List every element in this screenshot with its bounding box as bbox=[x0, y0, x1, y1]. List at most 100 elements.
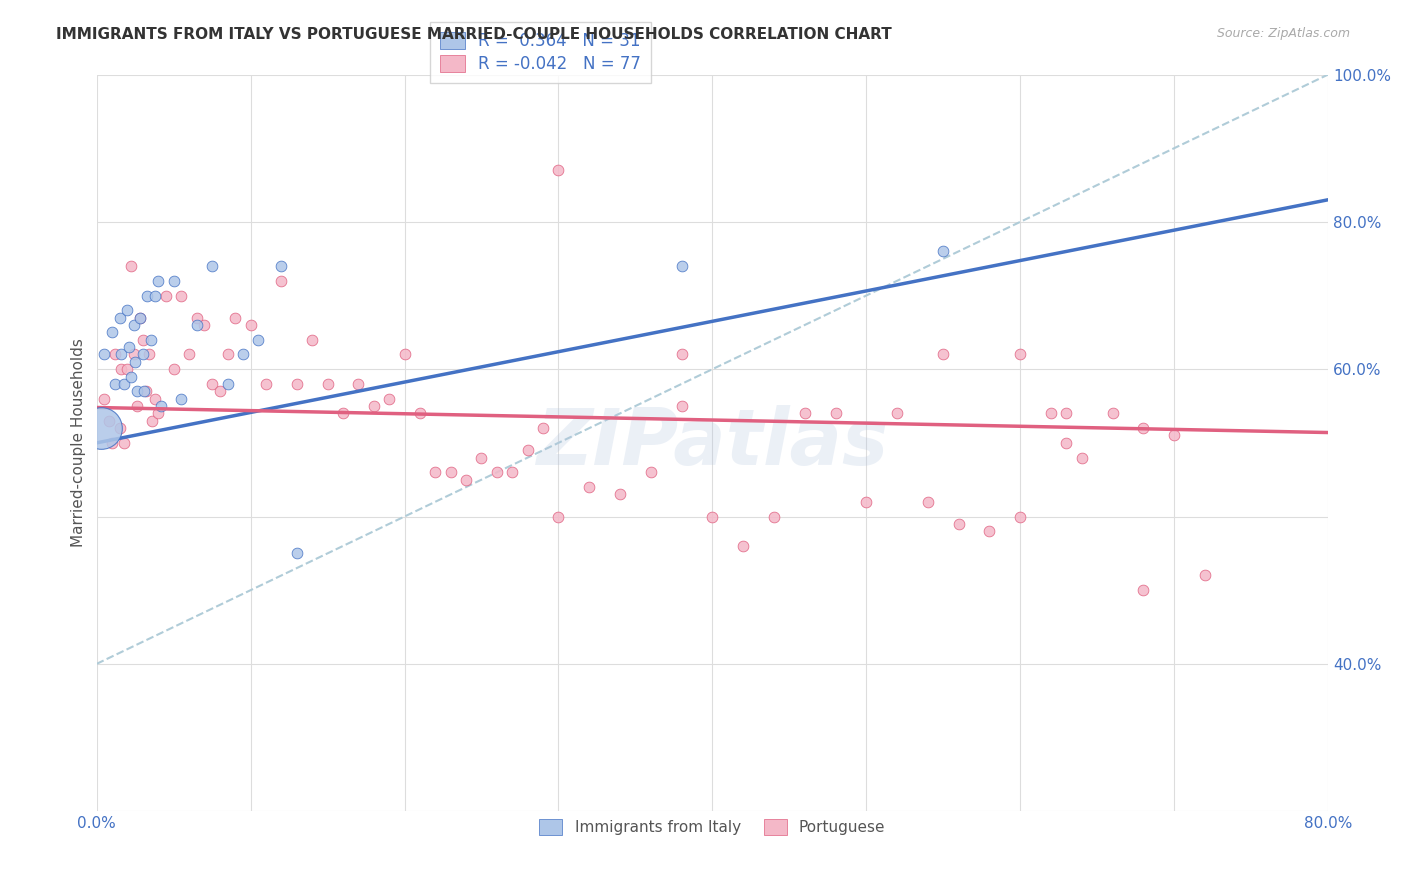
Y-axis label: Married-couple Households: Married-couple Households bbox=[72, 338, 86, 548]
Point bbox=[285, 546, 308, 560]
Point bbox=[217, 376, 239, 391]
Point bbox=[1070, 450, 1092, 465]
Point bbox=[485, 466, 508, 480]
Point bbox=[932, 347, 955, 361]
Legend: Immigrants from Italy, Portuguese: Immigrants from Italy, Portuguese bbox=[530, 810, 894, 844]
Point bbox=[1132, 421, 1154, 435]
Point bbox=[547, 509, 569, 524]
Point bbox=[886, 406, 908, 420]
Point bbox=[285, 376, 308, 391]
Point bbox=[470, 450, 492, 465]
Point bbox=[125, 399, 148, 413]
Point bbox=[90, 421, 112, 435]
Point bbox=[363, 399, 385, 413]
Point bbox=[110, 347, 132, 361]
Point bbox=[122, 318, 145, 332]
Point bbox=[609, 487, 631, 501]
Point bbox=[979, 524, 1001, 539]
Point bbox=[201, 259, 224, 273]
Point bbox=[108, 421, 131, 435]
Point bbox=[101, 326, 124, 340]
Point bbox=[440, 466, 463, 480]
Point bbox=[108, 310, 131, 325]
Point bbox=[98, 414, 121, 428]
Point bbox=[332, 406, 354, 420]
Point bbox=[170, 392, 193, 406]
Point bbox=[932, 244, 955, 259]
Text: IMMIGRANTS FROM ITALY VS PORTUGUESE MARRIED-COUPLE HOUSEHOLDS CORRELATION CHART: IMMIGRANTS FROM ITALY VS PORTUGUESE MARR… bbox=[56, 27, 891, 42]
Point bbox=[93, 392, 115, 406]
Point bbox=[239, 318, 262, 332]
Point bbox=[143, 392, 166, 406]
Point bbox=[193, 318, 215, 332]
Point bbox=[501, 466, 523, 480]
Point bbox=[101, 435, 124, 450]
Point bbox=[671, 399, 693, 413]
Point bbox=[155, 288, 177, 302]
Point bbox=[148, 406, 170, 420]
Point bbox=[1054, 406, 1077, 420]
Point bbox=[93, 347, 115, 361]
Point bbox=[112, 376, 135, 391]
Point bbox=[162, 274, 184, 288]
Point bbox=[394, 347, 416, 361]
Point bbox=[170, 288, 193, 302]
Point bbox=[270, 274, 292, 288]
Point bbox=[855, 495, 877, 509]
Point bbox=[1010, 509, 1032, 524]
Point bbox=[139, 333, 162, 347]
Point bbox=[547, 163, 569, 178]
Point bbox=[917, 495, 939, 509]
Point bbox=[148, 274, 170, 288]
Point bbox=[110, 362, 132, 376]
Point bbox=[640, 466, 662, 480]
Point bbox=[793, 406, 815, 420]
Point bbox=[125, 384, 148, 399]
Point bbox=[104, 376, 127, 391]
Point bbox=[134, 384, 156, 399]
Point bbox=[578, 480, 600, 494]
Point bbox=[1054, 435, 1077, 450]
Point bbox=[201, 376, 224, 391]
Text: ZIPatlas: ZIPatlas bbox=[536, 405, 889, 481]
Point bbox=[531, 421, 554, 435]
Point bbox=[671, 347, 693, 361]
Point bbox=[117, 362, 139, 376]
Point bbox=[1132, 583, 1154, 598]
Point bbox=[1194, 568, 1216, 582]
Point bbox=[132, 347, 155, 361]
Point bbox=[135, 384, 157, 399]
Point bbox=[232, 347, 254, 361]
Point bbox=[118, 340, 141, 354]
Point bbox=[1101, 406, 1123, 420]
Point bbox=[132, 333, 155, 347]
Point bbox=[1040, 406, 1063, 420]
Point bbox=[824, 406, 846, 420]
Point bbox=[112, 435, 135, 450]
Point bbox=[162, 362, 184, 376]
Point bbox=[186, 310, 208, 325]
Point bbox=[117, 303, 139, 318]
Point bbox=[948, 516, 970, 531]
Point bbox=[136, 288, 159, 302]
Point bbox=[177, 347, 200, 361]
Point bbox=[347, 376, 370, 391]
Point bbox=[409, 406, 432, 420]
Point bbox=[138, 347, 160, 361]
Point bbox=[217, 347, 239, 361]
Point bbox=[150, 399, 173, 413]
Point bbox=[120, 369, 142, 384]
Point bbox=[671, 259, 693, 273]
Point bbox=[104, 347, 127, 361]
Point bbox=[128, 310, 150, 325]
Point bbox=[425, 466, 447, 480]
Point bbox=[378, 392, 401, 406]
Point bbox=[1163, 428, 1185, 442]
Point bbox=[1010, 347, 1032, 361]
Point bbox=[122, 347, 145, 361]
Point bbox=[270, 259, 292, 273]
Text: Source: ZipAtlas.com: Source: ZipAtlas.com bbox=[1216, 27, 1350, 40]
Point bbox=[247, 333, 270, 347]
Point bbox=[516, 443, 538, 458]
Point bbox=[456, 473, 478, 487]
